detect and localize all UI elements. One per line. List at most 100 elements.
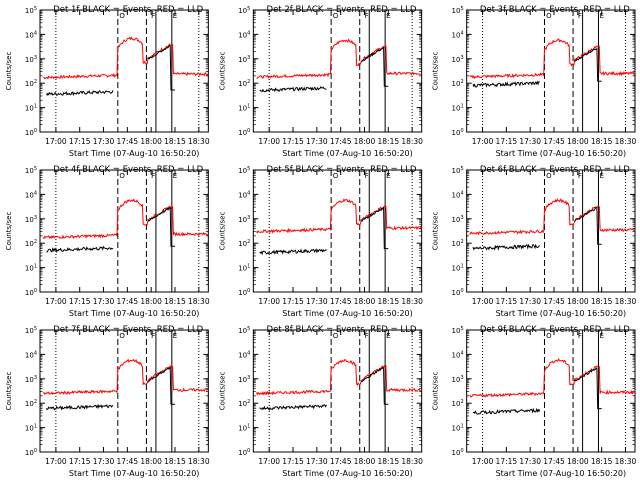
y-tick-label: 102 [25, 399, 37, 408]
x-axis-label: Start Time (07-Aug-10 16:50:20) [496, 469, 627, 478]
x-tick-label: 18:00 [567, 457, 589, 466]
y-tick-label: 102 [25, 79, 37, 88]
y-axis-label: Counts/sec [432, 372, 440, 411]
panel-title: Det 7f BLACK = Events, RED = LLD [53, 325, 203, 335]
y-tick-label: 102 [238, 239, 250, 248]
x-tick-label: 18:30 [615, 137, 637, 146]
panel-det-4: Det 4f BLACK = Events, RED = LLD Counts/s… [5, 165, 210, 318]
x-tick-label: 18:30 [401, 297, 423, 306]
events-series-line [259, 85, 327, 93]
marker-glyph: E [599, 172, 603, 180]
y-tick-label: 105 [238, 326, 250, 335]
y-tick-label: 103 [25, 215, 37, 224]
events-series-line [147, 366, 175, 405]
x-tick-label: 17:00 [45, 137, 67, 146]
y-tick-label: 100 [238, 128, 250, 137]
marker-glyph: E [386, 12, 390, 20]
panel-title: Det 6f BLACK = Events, RED = LLD [480, 165, 630, 175]
y-tick-label: 104 [25, 350, 37, 359]
y-tick-label: 104 [238, 190, 250, 199]
panel-det-3: Det 3f BLACK = Events, RED = LLD Counts/s… [432, 5, 637, 158]
y-tick-label: 103 [452, 55, 464, 64]
x-tick-label: 18:00 [140, 457, 162, 466]
marker-glyph: E [386, 172, 390, 180]
x-axis-label: Start Time (07-Aug-10 16:50:20) [69, 469, 200, 478]
marker-glyph: F [151, 332, 155, 340]
x-tick-label: 17:15 [496, 457, 518, 466]
x-axis-label: Start Time (07-Aug-10 16:50:20) [282, 469, 413, 478]
y-tick-label: 104 [25, 30, 37, 39]
lld-series-line [469, 38, 635, 80]
y-tick-label: 103 [238, 55, 250, 64]
marker-glyph: F [364, 172, 368, 180]
x-tick-label: 17:30 [519, 137, 541, 146]
y-tick-label: 100 [238, 448, 250, 457]
panel-title: Det 2f BLACK = Events, RED = LLD [267, 5, 417, 15]
events-series-line [574, 367, 602, 410]
x-tick-label: 18:15 [378, 137, 400, 146]
panel-title: Det 9f BLACK = Events, RED = LLD [480, 325, 630, 335]
x-tick-label: 18:30 [401, 457, 423, 466]
x-axis-label: Start Time (07-Aug-10 16:50:20) [282, 309, 413, 318]
y-tick-label: 100 [452, 128, 464, 137]
panel-title: Det 8f BLACK = Events, RED = LLD [267, 325, 417, 335]
plot-frame [466, 169, 636, 293]
x-tick-label: 18:15 [591, 297, 613, 306]
x-tick-label: 17:45 [117, 137, 139, 146]
y-tick-label: 100 [452, 288, 464, 297]
events-series-line [45, 90, 114, 97]
marker-glyph: F [364, 332, 368, 340]
events-series-line [574, 47, 602, 82]
x-tick-label: 17:15 [282, 457, 304, 466]
y-tick-label: 103 [452, 375, 464, 384]
y-tick-label: 104 [238, 30, 250, 39]
marker-glyph: F [578, 12, 582, 20]
x-tick-label: 18:00 [140, 297, 162, 306]
y-tick-label: 103 [238, 215, 250, 224]
x-tick-label: 18:30 [188, 137, 210, 146]
y-tick-label: 105 [25, 166, 37, 175]
x-tick-label: 18:00 [140, 137, 162, 146]
x-tick-label: 18:00 [354, 297, 376, 306]
panel-det-6: Det 6f BLACK = Events, RED = LLD Counts/s… [432, 165, 637, 318]
y-tick-label: 101 [238, 424, 250, 433]
y-tick-label: 102 [452, 399, 464, 408]
x-tick-label: 17:00 [258, 457, 280, 466]
x-tick-label: 18:30 [401, 137, 423, 146]
lld-series-line [256, 198, 423, 234]
panel-title: Det 5f BLACK = Events, RED = LLD [267, 165, 417, 175]
marker-glyph: F [364, 12, 368, 20]
events-series-line [360, 46, 389, 87]
x-tick-label: 18:00 [567, 297, 589, 306]
y-tick-label: 103 [25, 375, 37, 384]
x-tick-label: 18:30 [188, 457, 210, 466]
x-tick-label: 17:00 [258, 297, 280, 306]
x-tick-label: 18:30 [615, 297, 637, 306]
panel-det-8: Det 8f BLACK = Events, RED = LLD Counts/s… [218, 325, 423, 478]
x-tick-label: 17:00 [472, 137, 494, 146]
x-axis-label: Start Time (07-Aug-10 16:50:20) [282, 149, 413, 158]
x-tick-label: 18:15 [164, 297, 186, 306]
y-tick-label: 104 [238, 350, 250, 359]
y-tick-label: 101 [238, 264, 250, 273]
y-tick-label: 103 [452, 215, 464, 224]
x-tick-label: 17:30 [93, 137, 115, 146]
x-tick-label: 18:15 [378, 297, 400, 306]
y-tick-label: 102 [25, 239, 37, 248]
marker-glyph: O [333, 172, 339, 180]
panel-det-2: Det 2f BLACK = Events, RED = LLD Counts/s… [218, 5, 423, 158]
x-tick-label: 17:30 [519, 457, 541, 466]
x-tick-label: 17:30 [93, 297, 115, 306]
marker-glyph: F [151, 12, 155, 20]
x-tick-label: 17:15 [282, 137, 304, 146]
lld-series-line [256, 38, 422, 79]
marker-glyph: F [578, 332, 582, 340]
y-tick-label: 102 [452, 79, 464, 88]
x-tick-label: 17:00 [45, 297, 67, 306]
x-tick-label: 17:30 [93, 457, 115, 466]
y-tick-label: 101 [25, 264, 37, 273]
events-series-line [472, 407, 541, 415]
y-tick-label: 104 [452, 350, 464, 359]
marker-glyph: E [599, 332, 603, 340]
